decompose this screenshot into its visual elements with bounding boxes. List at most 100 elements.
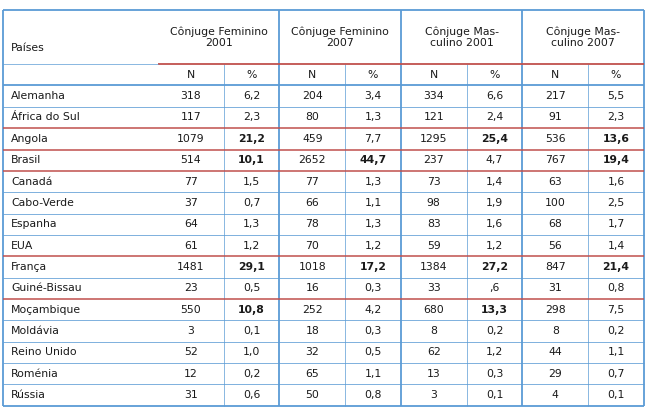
Text: 536: 536 xyxy=(545,134,565,144)
Text: 2,4: 2,4 xyxy=(486,112,503,123)
Text: 91: 91 xyxy=(548,112,562,123)
Text: 847: 847 xyxy=(545,262,565,272)
Text: 3: 3 xyxy=(430,390,437,400)
Text: 514: 514 xyxy=(181,155,201,165)
Text: 2652: 2652 xyxy=(298,155,326,165)
Text: 1,4: 1,4 xyxy=(486,176,503,187)
Text: 2,3: 2,3 xyxy=(608,112,624,123)
Text: 1,6: 1,6 xyxy=(608,176,624,187)
Text: 0,3: 0,3 xyxy=(364,326,382,336)
Text: 1481: 1481 xyxy=(177,262,204,272)
Text: Alemanha: Alemanha xyxy=(11,91,66,101)
Text: Roménia: Roménia xyxy=(11,368,59,379)
Text: Rússia: Rússia xyxy=(11,390,46,400)
Text: 1,1: 1,1 xyxy=(364,368,382,379)
Text: 23: 23 xyxy=(184,283,198,293)
Text: 0,2: 0,2 xyxy=(608,326,624,336)
Text: 32: 32 xyxy=(305,347,319,357)
Text: França: França xyxy=(11,262,47,272)
Text: 27,2: 27,2 xyxy=(481,262,508,272)
Text: 13,3: 13,3 xyxy=(481,304,508,315)
Text: 252: 252 xyxy=(302,304,323,315)
Text: 31: 31 xyxy=(548,283,562,293)
Text: 117: 117 xyxy=(181,112,201,123)
Text: Moldávia: Moldávia xyxy=(11,326,60,336)
Text: 52: 52 xyxy=(184,347,198,357)
Text: %: % xyxy=(611,70,621,80)
Text: Espanha: Espanha xyxy=(11,219,58,229)
Text: 33: 33 xyxy=(427,283,441,293)
Text: 6,2: 6,2 xyxy=(243,91,260,101)
Text: 767: 767 xyxy=(545,155,565,165)
Text: 4,7: 4,7 xyxy=(486,155,503,165)
Text: 318: 318 xyxy=(181,91,201,101)
Text: 1,1: 1,1 xyxy=(364,198,382,208)
Text: 1,1: 1,1 xyxy=(608,347,624,357)
Text: 334: 334 xyxy=(423,91,444,101)
Text: 6,6: 6,6 xyxy=(486,91,503,101)
Text: 1,2: 1,2 xyxy=(364,240,382,251)
Text: Cabo-Verde: Cabo-Verde xyxy=(11,198,74,208)
Text: 80: 80 xyxy=(305,112,319,123)
Text: 13: 13 xyxy=(427,368,441,379)
Text: 0,8: 0,8 xyxy=(364,390,382,400)
Text: 1,0: 1,0 xyxy=(243,347,260,357)
Text: 78: 78 xyxy=(305,219,319,229)
Text: Brasil: Brasil xyxy=(11,155,41,165)
Text: EUA: EUA xyxy=(11,240,34,251)
Text: 0,2: 0,2 xyxy=(243,368,260,379)
Text: 204: 204 xyxy=(302,91,323,101)
Text: 3: 3 xyxy=(188,326,194,336)
Text: 10,8: 10,8 xyxy=(238,304,265,315)
Text: 7,7: 7,7 xyxy=(364,134,382,144)
Text: 1,3: 1,3 xyxy=(364,176,382,187)
Text: 1295: 1295 xyxy=(420,134,448,144)
Text: 1,2: 1,2 xyxy=(486,240,503,251)
Text: 237: 237 xyxy=(423,155,444,165)
Text: 1018: 1018 xyxy=(298,262,326,272)
Text: Cônjuge Feminino
2007: Cônjuge Feminino 2007 xyxy=(291,26,389,48)
Text: 3,4: 3,4 xyxy=(364,91,382,101)
Text: Angola: Angola xyxy=(11,134,49,144)
Text: 21,2: 21,2 xyxy=(238,134,265,144)
Text: 5,5: 5,5 xyxy=(608,91,624,101)
Text: 83: 83 xyxy=(427,219,441,229)
Text: 31: 31 xyxy=(184,390,198,400)
Text: 44: 44 xyxy=(548,347,562,357)
Text: 217: 217 xyxy=(545,91,565,101)
Text: 1,3: 1,3 xyxy=(364,112,382,123)
Text: 8: 8 xyxy=(430,326,437,336)
Text: 17,2: 17,2 xyxy=(360,262,386,272)
Text: 0,5: 0,5 xyxy=(364,347,382,357)
Text: 19,4: 19,4 xyxy=(602,155,630,165)
Text: 1,6: 1,6 xyxy=(486,219,503,229)
Text: 29,1: 29,1 xyxy=(238,262,265,272)
Text: ,6: ,6 xyxy=(489,283,499,293)
Text: 61: 61 xyxy=(184,240,198,251)
Text: 1,2: 1,2 xyxy=(486,347,503,357)
Text: %: % xyxy=(247,70,257,80)
Text: 121: 121 xyxy=(423,112,444,123)
Text: 62: 62 xyxy=(427,347,441,357)
Text: 1,7: 1,7 xyxy=(608,219,624,229)
Text: 550: 550 xyxy=(181,304,201,315)
Text: 64: 64 xyxy=(184,219,198,229)
Text: 25,4: 25,4 xyxy=(481,134,508,144)
Text: 298: 298 xyxy=(545,304,565,315)
Text: 1,5: 1,5 xyxy=(243,176,260,187)
Text: 8: 8 xyxy=(552,326,558,336)
Text: 29: 29 xyxy=(548,368,562,379)
Text: 13,6: 13,6 xyxy=(602,134,630,144)
Text: %: % xyxy=(368,70,378,80)
Text: Países: Países xyxy=(11,43,45,53)
Text: N: N xyxy=(551,70,559,80)
Text: 680: 680 xyxy=(423,304,444,315)
Text: Cônjuge Mas-
culino 2001: Cônjuge Mas- culino 2001 xyxy=(424,26,499,48)
Text: N: N xyxy=(308,70,316,80)
Text: 66: 66 xyxy=(305,198,319,208)
Text: 1079: 1079 xyxy=(177,134,204,144)
Text: 2,5: 2,5 xyxy=(608,198,624,208)
Text: 100: 100 xyxy=(545,198,565,208)
Text: 77: 77 xyxy=(184,176,198,187)
Text: Cônjuge Feminino
2001: Cônjuge Feminino 2001 xyxy=(170,26,268,48)
